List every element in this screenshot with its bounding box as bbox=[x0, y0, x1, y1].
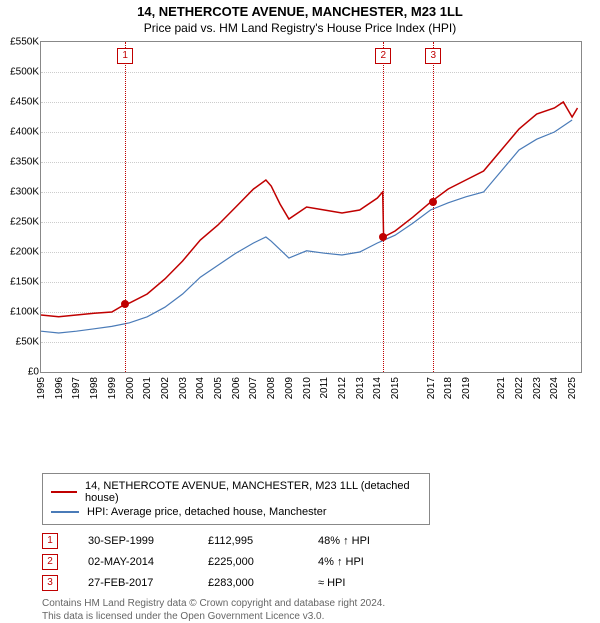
x-axis-label: 2022 bbox=[514, 377, 525, 399]
chart-svg bbox=[41, 42, 581, 372]
marker-box: 3 bbox=[425, 48, 441, 64]
footnote-line: This data is licensed under the Open Gov… bbox=[42, 610, 600, 623]
sale-point bbox=[429, 198, 437, 206]
sale-diff: 4% ↑ HPI bbox=[318, 556, 418, 568]
legend-swatch bbox=[51, 511, 79, 513]
sale-point bbox=[121, 300, 129, 308]
x-axis-label: 2010 bbox=[302, 377, 313, 399]
sale-date: 30-SEP-1999 bbox=[88, 535, 208, 547]
sale-marker-box: 3 bbox=[42, 575, 58, 591]
marker-box: 2 bbox=[375, 48, 391, 64]
marker-line bbox=[125, 42, 126, 372]
x-axis-label: 1999 bbox=[107, 377, 118, 399]
y-axis-label: £300K bbox=[1, 187, 39, 198]
legend-label: 14, NETHERCOTE AVENUE, MANCHESTER, M23 1… bbox=[85, 480, 421, 504]
sales-row: 1 30-SEP-1999 £112,995 48% ↑ HPI bbox=[42, 533, 600, 549]
y-axis-label: £550K bbox=[1, 37, 39, 48]
sales-row: 2 02-MAY-2014 £225,000 4% ↑ HPI bbox=[42, 554, 600, 570]
x-axis-label: 2008 bbox=[266, 377, 277, 399]
x-axis-label: 2014 bbox=[372, 377, 383, 399]
marker-line bbox=[383, 42, 384, 372]
x-axis-label: 2009 bbox=[284, 377, 295, 399]
x-axis-label: 2003 bbox=[178, 377, 189, 399]
x-axis-label: 2023 bbox=[532, 377, 543, 399]
sale-diff: ≈ HPI bbox=[318, 577, 418, 589]
legend-entry: 14, NETHERCOTE AVENUE, MANCHESTER, M23 1… bbox=[51, 480, 421, 504]
x-axis-label: 2004 bbox=[195, 377, 206, 399]
legend-label: HPI: Average price, detached house, Manc… bbox=[87, 506, 327, 518]
x-axis-label: 2013 bbox=[355, 377, 366, 399]
x-axis-label: 2001 bbox=[142, 377, 153, 399]
y-axis-label: £150K bbox=[1, 277, 39, 288]
footnote: Contains HM Land Registry data © Crown c… bbox=[42, 597, 600, 623]
sale-price: £225,000 bbox=[208, 556, 318, 568]
sales-table: 1 30-SEP-1999 £112,995 48% ↑ HPI 2 02-MA… bbox=[42, 533, 600, 591]
y-axis-label: £450K bbox=[1, 97, 39, 108]
x-axis-label: 2012 bbox=[337, 377, 348, 399]
marker-box: 1 bbox=[117, 48, 133, 64]
chart-container: 14, NETHERCOTE AVENUE, MANCHESTER, M23 1… bbox=[0, 4, 600, 594]
x-axis-label: 2024 bbox=[549, 377, 560, 399]
chart-area: £0£50K£100K£150K£200K£250K£300K£350K£400… bbox=[40, 41, 600, 421]
x-axis-label: 2025 bbox=[567, 377, 578, 399]
marker-line bbox=[433, 42, 434, 372]
footnote-line: Contains HM Land Registry data © Crown c… bbox=[42, 597, 600, 610]
sale-price: £283,000 bbox=[208, 577, 318, 589]
x-axis-label: 2002 bbox=[160, 377, 171, 399]
chart-subtitle: Price paid vs. HM Land Registry's House … bbox=[0, 21, 600, 35]
sale-date: 27-FEB-2017 bbox=[88, 577, 208, 589]
x-axis-label: 2000 bbox=[125, 377, 136, 399]
plot-region: £0£50K£100K£150K£200K£250K£300K£350K£400… bbox=[40, 41, 582, 373]
legend-entry: HPI: Average price, detached house, Manc… bbox=[51, 506, 421, 518]
x-axis-label: 2006 bbox=[231, 377, 242, 399]
sale-marker-box: 1 bbox=[42, 533, 58, 549]
x-axis-label: 2019 bbox=[461, 377, 472, 399]
legend: 14, NETHERCOTE AVENUE, MANCHESTER, M23 1… bbox=[42, 473, 430, 525]
sale-diff: 48% ↑ HPI bbox=[318, 535, 418, 547]
chart-title: 14, NETHERCOTE AVENUE, MANCHESTER, M23 1… bbox=[0, 4, 600, 19]
series-line bbox=[41, 102, 578, 317]
x-axis-label: 2007 bbox=[248, 377, 259, 399]
x-axis-label: 2011 bbox=[319, 377, 330, 399]
x-axis-label: 1998 bbox=[89, 377, 100, 399]
sale-price: £112,995 bbox=[208, 535, 318, 547]
y-axis-label: £500K bbox=[1, 67, 39, 78]
y-axis-label: £50K bbox=[1, 337, 39, 348]
y-axis-label: £100K bbox=[1, 307, 39, 318]
sale-date: 02-MAY-2014 bbox=[88, 556, 208, 568]
y-axis-label: £250K bbox=[1, 217, 39, 228]
y-axis-label: £200K bbox=[1, 247, 39, 258]
sale-point bbox=[379, 233, 387, 241]
x-axis-label: 1995 bbox=[36, 377, 47, 399]
x-axis-label: 1997 bbox=[71, 377, 82, 399]
x-axis-label: 2005 bbox=[213, 377, 224, 399]
series-line bbox=[41, 120, 572, 333]
legend-swatch bbox=[51, 491, 77, 493]
x-axis-label: 1996 bbox=[54, 377, 65, 399]
sale-marker-box: 2 bbox=[42, 554, 58, 570]
y-axis-label: £400K bbox=[1, 127, 39, 138]
y-axis-label: £0 bbox=[1, 367, 39, 378]
y-axis-label: £350K bbox=[1, 157, 39, 168]
sales-row: 3 27-FEB-2017 £283,000 ≈ HPI bbox=[42, 575, 600, 591]
x-axis-label: 2015 bbox=[390, 377, 401, 399]
x-axis-label: 2017 bbox=[426, 377, 437, 399]
x-axis-label: 2021 bbox=[496, 377, 507, 399]
x-axis-label: 2018 bbox=[443, 377, 454, 399]
